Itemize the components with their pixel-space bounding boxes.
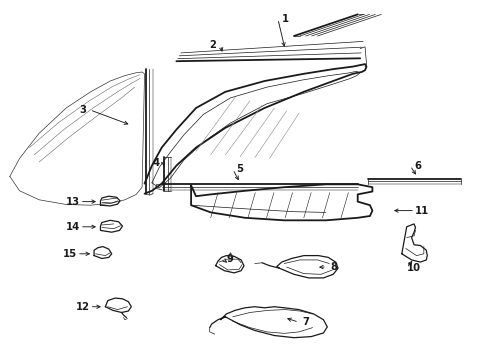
Text: 14: 14 [65, 222, 80, 232]
Text: 7: 7 [303, 317, 310, 327]
Text: 15: 15 [63, 249, 76, 259]
Text: 11: 11 [415, 206, 430, 216]
Text: 2: 2 [210, 40, 217, 50]
Text: 6: 6 [414, 161, 421, 171]
Text: 4: 4 [152, 158, 159, 168]
Text: 1: 1 [282, 14, 289, 24]
Text: 10: 10 [407, 263, 421, 273]
Text: 9: 9 [227, 254, 234, 264]
Text: 3: 3 [79, 105, 86, 115]
Text: 12: 12 [75, 302, 89, 312]
Text: 5: 5 [237, 164, 244, 174]
Text: 8: 8 [331, 262, 338, 272]
Text: 13: 13 [66, 197, 79, 207]
